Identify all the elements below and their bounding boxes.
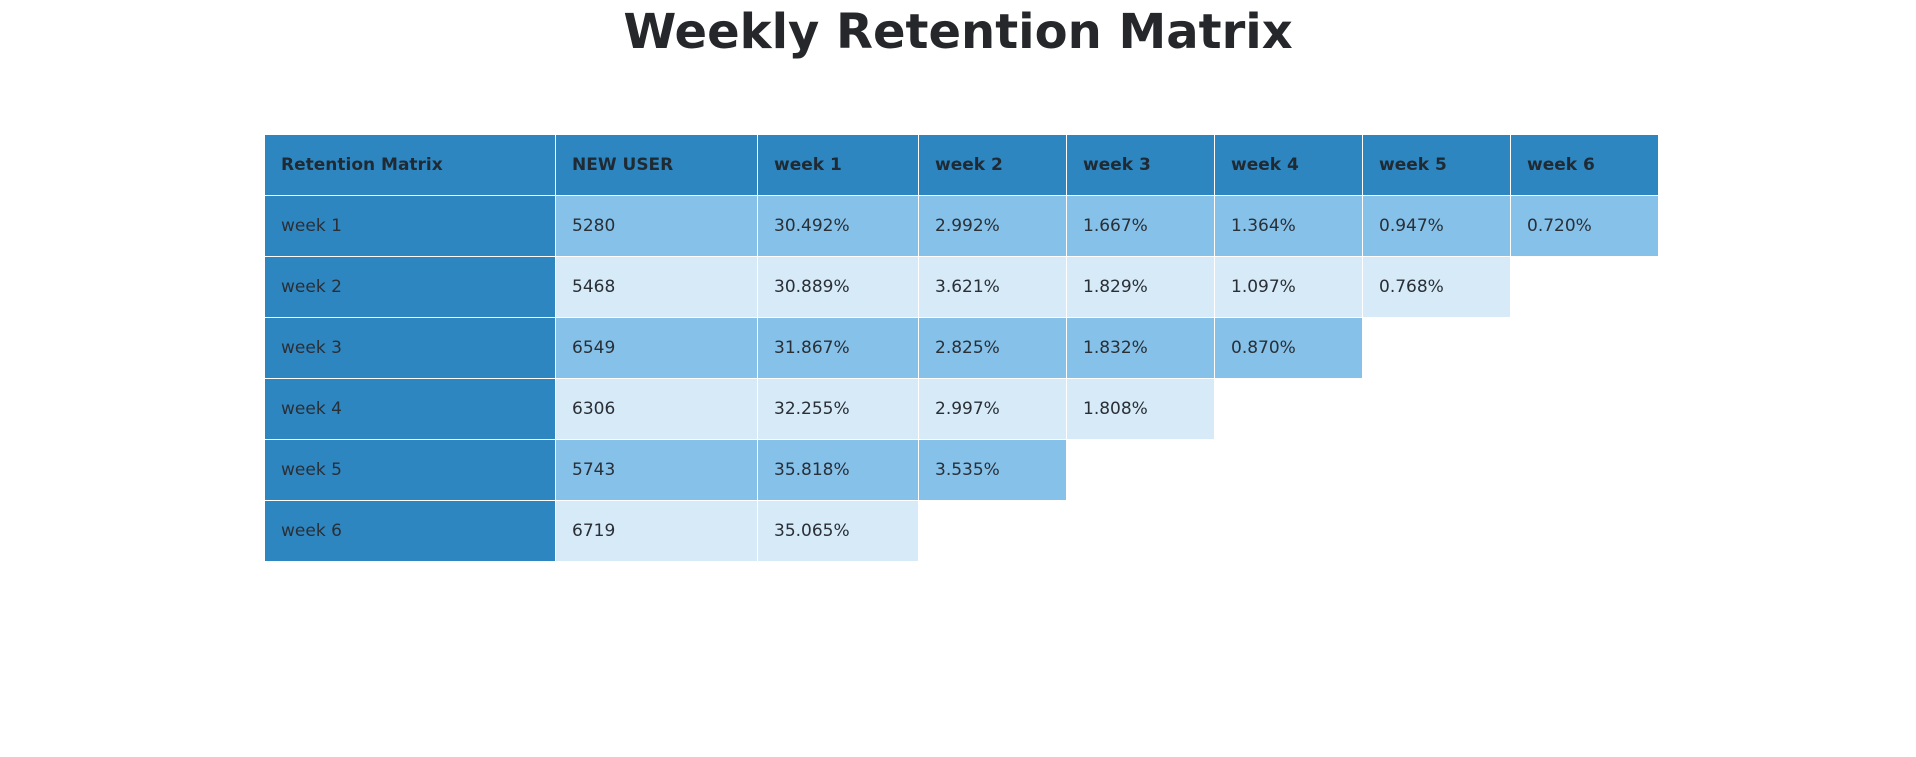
empty-cell xyxy=(1362,439,1511,501)
retention-cell: 2.997% xyxy=(918,378,1067,440)
empty-cell xyxy=(1214,378,1363,440)
column-header: week 6 xyxy=(1510,134,1659,196)
chart-title: Weekly Retention Matrix xyxy=(623,4,1293,60)
retention-cell: 1.832% xyxy=(1066,317,1215,379)
empty-cell xyxy=(1214,500,1363,562)
retention-cell: 32.255% xyxy=(757,378,919,440)
retention-table: Retention Matrix NEW USER week 1 week 2 week… xyxy=(264,134,1659,562)
column-header: week 4 xyxy=(1214,134,1363,196)
empty-cell xyxy=(918,500,1067,562)
empty-cell xyxy=(1510,439,1659,501)
column-header: week 1 xyxy=(757,134,919,196)
empty-cell xyxy=(1362,500,1511,562)
empty-cell xyxy=(1510,317,1659,379)
retention-cell: 2.992% xyxy=(918,195,1067,257)
retention-cell: 2.825% xyxy=(918,317,1067,379)
row-label: week 3 xyxy=(264,317,556,379)
empty-cell xyxy=(1362,317,1511,379)
retention-cell: 3.535% xyxy=(918,439,1067,501)
column-header: week 2 xyxy=(918,134,1067,196)
empty-cell xyxy=(1362,378,1511,440)
table-row: week 3 6549 31.867% 2.825% 1.832% 0.870% xyxy=(264,317,1659,379)
new-user-cell: 6719 xyxy=(555,500,758,562)
empty-cell xyxy=(1066,500,1215,562)
empty-cell xyxy=(1214,439,1363,501)
table-body: week 1 5280 30.492% 2.992% 1.667% 1.364% 0.947… xyxy=(264,195,1659,562)
new-user-cell: 5468 xyxy=(555,256,758,318)
retention-cell: 31.867% xyxy=(757,317,919,379)
retention-cell: 0.768% xyxy=(1362,256,1511,318)
table-row: week 6 6719 35.065% xyxy=(264,500,1659,562)
column-header: week 3 xyxy=(1066,134,1215,196)
table-header-row: Retention Matrix NEW USER week 1 week 2 week… xyxy=(264,134,1659,196)
retention-cell: 0.947% xyxy=(1362,195,1511,257)
retention-cell: 35.065% xyxy=(757,500,919,562)
table-row: week 4 6306 32.255% 2.997% 1.808% xyxy=(264,378,1659,440)
new-user-cell: 6306 xyxy=(555,378,758,440)
row-label: week 6 xyxy=(264,500,556,562)
retention-cell: 1.097% xyxy=(1214,256,1363,318)
new-user-cell: 5743 xyxy=(555,439,758,501)
table-row: week 5 5743 35.818% 3.535% xyxy=(264,439,1659,501)
empty-cell xyxy=(1510,500,1659,562)
retention-cell: 1.364% xyxy=(1214,195,1363,257)
empty-cell xyxy=(1510,378,1659,440)
row-label: week 2 xyxy=(264,256,556,318)
empty-cell xyxy=(1510,256,1659,318)
retention-cell: 3.621% xyxy=(918,256,1067,318)
column-header: NEW USER xyxy=(555,134,758,196)
column-header: week 5 xyxy=(1362,134,1511,196)
new-user-cell: 6549 xyxy=(555,317,758,379)
retention-cell: 1.829% xyxy=(1066,256,1215,318)
corner-header: Retention Matrix xyxy=(264,134,556,196)
empty-cell xyxy=(1066,439,1215,501)
retention-cell: 1.667% xyxy=(1066,195,1215,257)
retention-cell: 0.870% xyxy=(1214,317,1363,379)
row-label: week 1 xyxy=(264,195,556,257)
row-label: week 5 xyxy=(264,439,556,501)
retention-cell: 1.808% xyxy=(1066,378,1215,440)
row-label: week 4 xyxy=(264,378,556,440)
new-user-cell: 5280 xyxy=(555,195,758,257)
retention-cell: 0.720% xyxy=(1510,195,1659,257)
retention-cell: 30.889% xyxy=(757,256,919,318)
retention-cell: 35.818% xyxy=(757,439,919,501)
table-row: week 1 5280 30.492% 2.992% 1.667% 1.364% 0.947… xyxy=(264,195,1659,257)
table-row: week 2 5468 30.889% 3.621% 1.829% 1.097% 0.768… xyxy=(264,256,1659,318)
retention-cell: 30.492% xyxy=(757,195,919,257)
